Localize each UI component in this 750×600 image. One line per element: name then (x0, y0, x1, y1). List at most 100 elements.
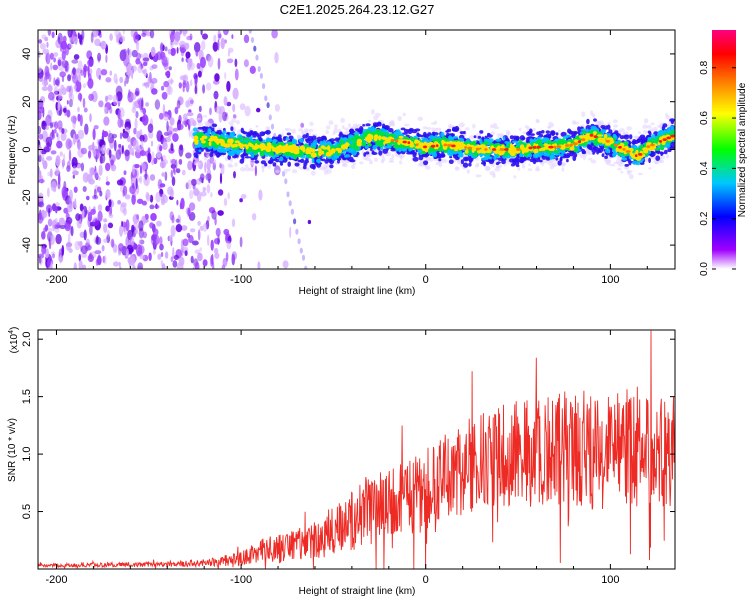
noise-speckle (234, 58, 238, 68)
signal-speckle (211, 149, 215, 154)
signal-speckle (628, 162, 632, 166)
noise-speckle (105, 189, 111, 199)
signal-speckle (566, 134, 571, 138)
noise-speckle (181, 225, 188, 231)
noise-speckle (218, 33, 222, 39)
noise-speckle (239, 198, 243, 203)
streak-speckle (301, 254, 306, 261)
signal-speckle (363, 152, 367, 157)
noise-speckle (55, 155, 61, 167)
noise-speckle (115, 78, 118, 85)
noise-speckle (98, 164, 103, 176)
noise-speckle (59, 224, 66, 229)
signal-speckle (298, 128, 303, 132)
signal-speckle (642, 124, 648, 129)
noise-speckle (205, 173, 212, 181)
signal-speckle (321, 136, 328, 142)
noise-speckle (198, 105, 202, 113)
noise-speckle (135, 58, 141, 65)
noise-speckle (125, 219, 130, 232)
signal-speckle (389, 157, 394, 162)
signal-speckle (606, 161, 611, 166)
noise-speckle (52, 64, 59, 71)
noise-speckle (162, 141, 168, 151)
signal-speckle (350, 137, 356, 141)
streak-speckle (290, 208, 294, 215)
noise-speckle (231, 218, 236, 228)
noise-speckle (150, 46, 156, 58)
noise-speckle (61, 60, 69, 68)
noise-speckle (217, 57, 221, 70)
noise-speckle (137, 177, 142, 182)
signal-speckle (334, 137, 340, 142)
signal-speckle (545, 133, 551, 137)
signal-speckle (564, 154, 570, 159)
noise-speckle (189, 62, 195, 71)
noise-speckle (124, 194, 131, 200)
noise-speckle (59, 254, 62, 264)
noise-speckle (51, 31, 55, 39)
noise-speckle (254, 165, 257, 177)
signal-speckle (426, 127, 432, 130)
noise-speckle (223, 96, 228, 106)
signal-speckle (347, 156, 354, 162)
signal-speckle (581, 148, 586, 154)
noise-speckle (40, 43, 46, 50)
signal-speckle (662, 123, 668, 128)
signal-speckle (626, 126, 633, 131)
noise-speckle (95, 258, 99, 266)
signal-speckle (590, 110, 594, 116)
signal-speckle (581, 111, 586, 118)
signal-speckle (272, 162, 277, 167)
noise-speckle (49, 168, 53, 178)
signal-speckle (339, 139, 344, 143)
noise-speckle (75, 213, 81, 221)
noise-speckle (174, 106, 179, 115)
signal-speckle (395, 154, 402, 158)
noise-speckle (204, 161, 207, 173)
signal-speckle (398, 145, 405, 149)
signal-speckle (617, 152, 622, 156)
noise-speckle (115, 33, 119, 43)
noise-speckle (172, 133, 179, 142)
signal-speckle (581, 130, 587, 135)
signal-speckle (329, 164, 334, 169)
signal-speckle (665, 113, 668, 117)
noise-speckle (99, 33, 102, 38)
noise-speckle (199, 247, 202, 252)
signal-speckle (617, 167, 622, 171)
noise-speckle (175, 168, 181, 174)
signal-speckle (381, 156, 386, 162)
noise-speckle (77, 241, 83, 247)
noise-speckle (131, 194, 136, 205)
figure-title: C2E1.2025.264.23.12.G27 (280, 2, 435, 17)
noise-speckle (65, 138, 72, 150)
noise-speckle (182, 80, 186, 85)
signal-speckle (585, 148, 589, 154)
noise-speckle (149, 174, 156, 181)
signal-speckle (234, 162, 238, 167)
noise-speckle (182, 169, 186, 176)
noise-speckle (169, 31, 175, 43)
noise-speckle (178, 82, 182, 89)
noise-speckle (139, 239, 145, 245)
signal-speckle (204, 121, 210, 125)
noise-speckle (100, 40, 107, 50)
signal-speckle (228, 164, 234, 168)
noise-speckle (87, 78, 94, 89)
signal-speckle (628, 174, 634, 180)
noise-speckle (152, 228, 159, 237)
signal-speckle (248, 167, 255, 172)
signal-speckle (202, 143, 209, 148)
noise-speckle (224, 72, 227, 80)
signal-speckle (374, 128, 381, 135)
noise-speckle (38, 73, 44, 82)
noise-speckle (210, 255, 214, 267)
noise-speckle (106, 229, 110, 238)
noise-speckle (161, 263, 166, 269)
noise-speckle (38, 166, 41, 175)
noise-speckle (88, 205, 91, 214)
signal-speckle (250, 161, 255, 165)
noise-speckle (174, 31, 181, 42)
noise-speckle (60, 40, 68, 50)
